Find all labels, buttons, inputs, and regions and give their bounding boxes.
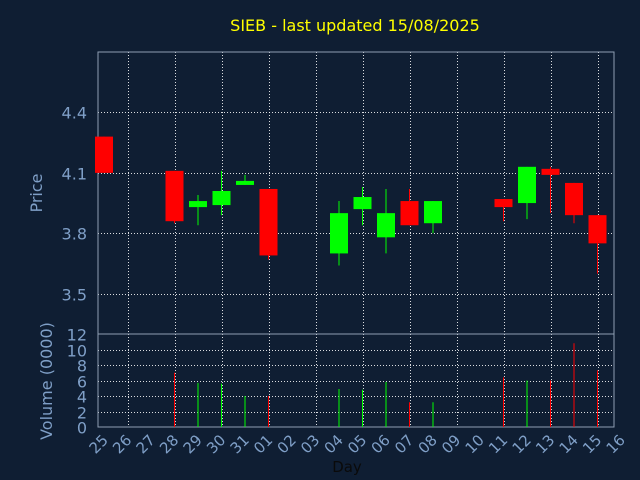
volume-bars — [174, 343, 598, 427]
candle-body-04 — [330, 213, 348, 254]
y-axis-label: Price — [27, 173, 46, 212]
price-tick-label: 3.5 — [62, 286, 87, 305]
price-axis: 3.5 3.8 4.1 4.4 — [62, 104, 87, 305]
volume-tick-label: 6 — [77, 373, 87, 392]
volume-tick-label: 0 — [77, 419, 87, 438]
candle-body-28 — [165, 170, 184, 222]
candles — [95, 136, 607, 274]
x-axis-label: Day — [332, 458, 362, 476]
volume-panel-frame — [97, 333, 615, 428]
x-axis: 2526272829303101020304050607080910111213… — [86, 431, 629, 457]
price-tick-label: 4.1 — [62, 165, 87, 184]
candle-body-07 — [400, 201, 419, 226]
candle-body-30 — [212, 190, 231, 206]
candle-body-15 — [588, 215, 607, 244]
candle-body-25 — [95, 136, 113, 173]
volume-tick-label: 10 — [67, 342, 87, 361]
volume-tick-label: 8 — [77, 357, 87, 376]
volume-tick-label: 4 — [77, 388, 87, 407]
price-tick-label: 4.4 — [62, 104, 87, 123]
candle-body-08 — [424, 201, 442, 224]
candle-body-11 — [494, 199, 513, 208]
volume-tick-label: 2 — [77, 404, 87, 423]
candle-body-01 — [259, 188, 278, 256]
candle-body-29 — [189, 201, 207, 208]
candle-body-13 — [541, 168, 560, 175]
candle-body-06 — [377, 213, 395, 238]
candle-body-05 — [353, 197, 372, 210]
candle-body-31 — [236, 180, 254, 185]
volume-grid — [98, 334, 614, 427]
chart-title: SIEB - last updated 15/08/2025 — [230, 16, 480, 35]
price-tick-label: 3.8 — [62, 225, 87, 244]
volume-axis-label: Volume (0000) — [37, 322, 56, 440]
volume-tick-label: 12 — [67, 326, 87, 345]
candle-body-12 — [518, 166, 536, 204]
candle-body-14 — [565, 182, 583, 216]
